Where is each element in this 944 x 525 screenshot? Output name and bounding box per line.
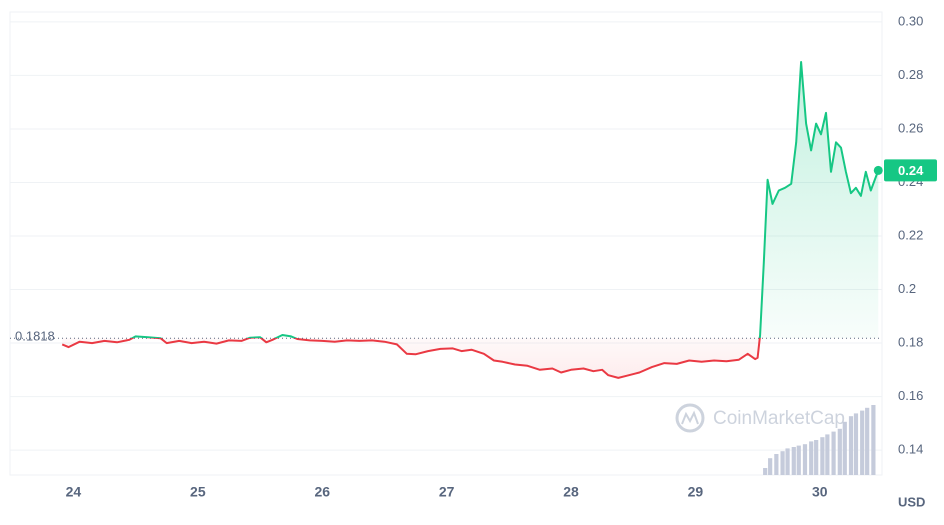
last-point — [873, 165, 883, 175]
price-line — [61, 61, 880, 379]
volume-bar — [768, 458, 773, 475]
y-tick-label: 0.14 — [898, 442, 923, 457]
x-tick-label: 25 — [190, 484, 206, 500]
volume-bar — [831, 431, 836, 475]
volume-bar — [809, 441, 814, 475]
volume-bar — [820, 437, 825, 475]
volume-bar — [860, 410, 865, 475]
watermark-text: CoinMarketCap — [713, 408, 845, 429]
volume-bar — [871, 405, 876, 475]
watermark: CoinMarketCap — [675, 403, 845, 433]
price-area — [62, 62, 879, 378]
y-tick-label: 0.22 — [898, 227, 923, 242]
volume-bar — [763, 468, 768, 475]
plot-frame — [9, 11, 883, 476]
volume-bar — [848, 416, 854, 475]
volume-bar — [865, 407, 870, 475]
volume-bar — [853, 413, 859, 475]
x-tick-label: 24 — [66, 484, 82, 500]
volume-bar — [802, 444, 808, 475]
y-tick-label: 0.26 — [898, 120, 923, 135]
volume-bar — [774, 454, 779, 475]
y-tick-label: 0.16 — [898, 388, 923, 403]
x-tick-label: 30 — [812, 484, 828, 500]
x-tick-label: 26 — [314, 484, 330, 500]
volume-bar — [796, 445, 801, 475]
volume-bar — [814, 440, 819, 475]
volume-bar — [780, 451, 785, 475]
volume-bar — [785, 448, 790, 475]
y-tick-label: 0.2 — [898, 281, 916, 296]
x-tick-label: 29 — [688, 484, 704, 500]
baseline-label: 0.1818 — [15, 329, 55, 344]
volume-bar — [791, 447, 796, 475]
x-tick-label: 27 — [439, 484, 455, 500]
volume-bar — [837, 428, 842, 475]
volume-bar — [825, 434, 830, 475]
y-tick-label: 0.28 — [898, 67, 923, 82]
volume-bar — [842, 421, 847, 475]
x-tick-label: 28 — [563, 484, 579, 500]
price-tag — [884, 159, 937, 182]
y-tick-label: 0.30 — [898, 13, 923, 28]
y-tick-label: 0.18 — [898, 334, 923, 349]
price-tag-label: 0.24 — [898, 163, 924, 178]
axis-unit: USD — [898, 494, 925, 509]
